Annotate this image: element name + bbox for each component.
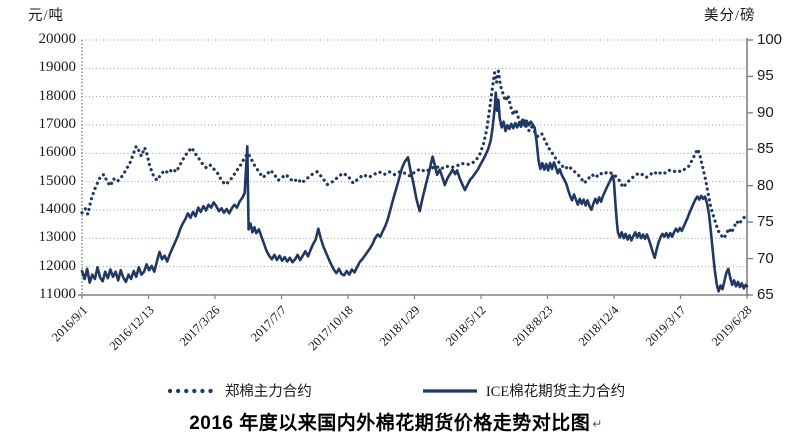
legend-item-ice: ICE棉花期货主力合约	[422, 380, 625, 401]
legend-item-zheng: 郑棉主力合约	[167, 380, 312, 401]
chart-legend: 郑棉主力合约 ICE棉花期货主力合约	[0, 380, 792, 401]
legend-label-zheng: 郑棉主力合约	[224, 384, 312, 400]
left-axis-tick-label: 19000	[38, 59, 77, 76]
chart-title: 2016 年度以来国内外棉花期货价格走势对比图 ↵	[0, 408, 792, 435]
left-axis-tick-label: 13000	[38, 229, 77, 246]
ice-cotton-series-line	[80, 91, 749, 293]
left-axis-title: 元/吨	[28, 8, 65, 24]
right-axis-tick-label: 80	[757, 176, 774, 194]
right-axis-tick-label: 85	[757, 140, 774, 158]
right-axis-tick-label: 100	[757, 31, 783, 48]
right-axis-tick-label: 70	[757, 249, 774, 267]
right-axis-tick-label: 65	[757, 286, 774, 303]
right-axis-title: 美分/磅	[704, 8, 756, 24]
right-axis-tick-label: 95	[757, 67, 774, 85]
legend-label-ice: ICE棉花期货主力合约	[485, 384, 626, 400]
left-axis-tick-label: 20000	[38, 31, 77, 47]
left-axis-tick-label: 12000	[38, 257, 77, 274]
zheng-cotton-series-line	[80, 70, 749, 241]
left-axis-tick-label: 15000	[38, 172, 77, 189]
right-axis-tick-label: 90	[757, 103, 774, 121]
right-axis-tick-label: 75	[757, 213, 774, 231]
chart-title-text: 2016 年度以来国内外棉花期货价格走势对比图	[189, 413, 591, 434]
left-axis-tick-label: 17000	[38, 116, 77, 132]
dotted-line-key-icon	[167, 388, 216, 393]
left-axis-tick-label: 18000	[38, 87, 77, 104]
left-axis-tick-label: 16000	[38, 144, 77, 161]
left-axis-tick-label: 14000	[38, 201, 77, 217]
left-axis-tick-label: 11000	[39, 286, 76, 302]
return-mark: ↵	[592, 416, 603, 431]
solid-line-key-icon	[422, 388, 477, 393]
